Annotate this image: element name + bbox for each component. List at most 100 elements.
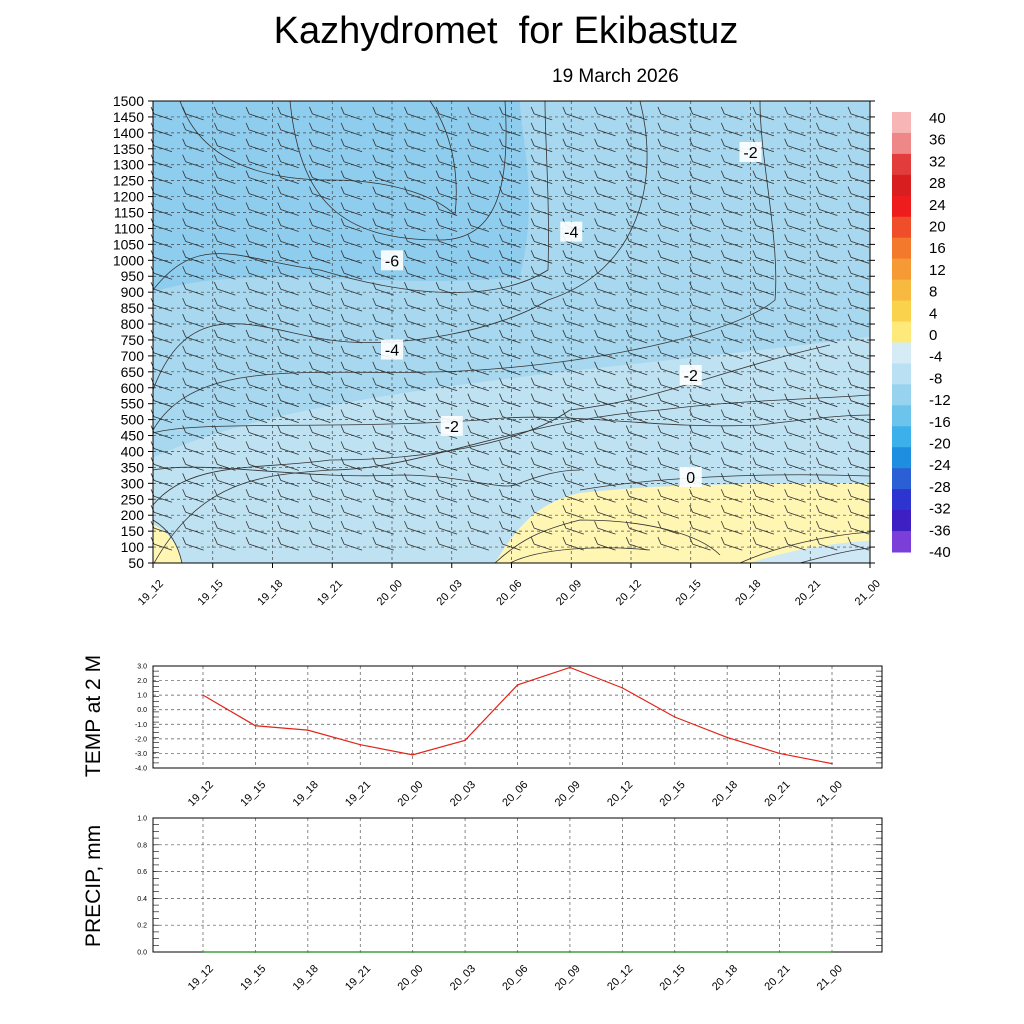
wind-barb xyxy=(530,361,553,376)
wind-barb xyxy=(467,297,489,312)
wind-barb xyxy=(657,457,680,471)
wind-barb xyxy=(594,282,616,296)
colorbar-label: -36 xyxy=(929,522,951,539)
wind-barb xyxy=(435,170,458,185)
wind-barb xyxy=(562,250,584,264)
wind-barb xyxy=(657,250,680,264)
wind-barb xyxy=(213,441,236,455)
wind-barb xyxy=(182,393,204,408)
wind-barb xyxy=(404,457,426,471)
colorbar-label: 28 xyxy=(929,175,946,192)
wind-barb xyxy=(213,377,236,392)
wind-barb xyxy=(625,441,648,455)
colorbar-label: 12 xyxy=(929,262,946,279)
wind-barb xyxy=(847,138,870,153)
wind-barb xyxy=(815,218,838,232)
wind-barb xyxy=(562,473,584,487)
wind-barb xyxy=(309,266,331,280)
wind-barb xyxy=(277,361,299,376)
wind-barb xyxy=(594,138,616,153)
wind-barb xyxy=(625,218,648,232)
wind-barb xyxy=(404,282,426,296)
x-tick-label: 19_18 xyxy=(291,779,321,809)
x-tick-label: 19_12 xyxy=(186,963,216,993)
x-tick-label: 20_15 xyxy=(658,779,688,809)
wind-barb xyxy=(467,313,489,328)
wind-barb xyxy=(847,361,870,376)
colorbar-label: -12 xyxy=(929,392,951,409)
wind-barb xyxy=(815,186,838,200)
data-point xyxy=(569,951,571,953)
wind-barb xyxy=(815,441,838,455)
wind-barb xyxy=(404,393,426,408)
wind-barb xyxy=(657,106,680,121)
wind-barb xyxy=(847,457,870,471)
wind-barb xyxy=(784,345,806,360)
wind-barb xyxy=(435,297,458,312)
wind-barb xyxy=(530,234,553,248)
wind-barb xyxy=(467,473,489,487)
wind-barb xyxy=(784,505,806,519)
wind-barb xyxy=(467,154,489,169)
wind-barb xyxy=(815,520,838,535)
wind-barb xyxy=(245,313,268,328)
wind-barb xyxy=(340,489,363,503)
colorbar-label: -20 xyxy=(929,436,951,453)
wind-barb xyxy=(213,361,236,376)
wind-barb xyxy=(309,457,331,471)
wind-barb xyxy=(594,409,616,424)
wind-barb xyxy=(594,441,616,455)
wind-barb xyxy=(720,457,743,471)
wind-barb xyxy=(530,138,553,153)
wind-barb xyxy=(752,457,775,471)
wind-barb xyxy=(467,282,489,296)
wind-barb xyxy=(562,457,584,471)
wind-barb xyxy=(562,282,584,296)
wind-barb xyxy=(625,489,648,503)
wind-barb xyxy=(309,393,331,408)
data-point xyxy=(621,687,624,689)
wind-barb xyxy=(404,377,426,392)
y-tick-label: -4.0 xyxy=(135,766,147,773)
wind-barb xyxy=(625,520,648,535)
wind-barb xyxy=(625,313,648,328)
x-tick-label: 20_18 xyxy=(710,963,740,993)
wind-barb xyxy=(752,218,775,232)
wind-barb xyxy=(467,138,489,153)
wind-barb xyxy=(594,361,616,376)
wind-barb xyxy=(435,154,458,169)
x-tick-label: 20_18 xyxy=(710,779,740,809)
wind-barb xyxy=(309,441,331,455)
wind-barb xyxy=(277,138,299,153)
wind-barb xyxy=(213,282,236,296)
wind-barb xyxy=(562,297,584,312)
colorbar-label: -40 xyxy=(929,544,951,561)
wind-barb xyxy=(435,393,458,408)
wind-barb xyxy=(309,138,331,153)
wind-barb xyxy=(815,377,838,392)
y-tick-label: 600 xyxy=(121,380,145,396)
colorbar-swatch xyxy=(892,384,911,406)
y-tick-label: 550 xyxy=(121,396,145,412)
wind-barb xyxy=(309,122,331,137)
wind-barb xyxy=(720,536,743,551)
wind-barb xyxy=(182,409,204,424)
wind-barb xyxy=(752,425,775,439)
x-tick-label: 19_12 xyxy=(136,578,166,608)
wind-barb xyxy=(499,345,521,360)
wind-barb xyxy=(213,345,236,360)
wind-barb xyxy=(847,473,870,487)
data-point xyxy=(569,666,571,669)
wind-barb xyxy=(625,297,648,312)
y-tick-label: 1200 xyxy=(113,189,144,205)
wind-barb xyxy=(784,138,806,153)
wind-barb xyxy=(562,313,584,328)
y-axis-label: TEMP at 2 M xyxy=(82,655,105,777)
wind-barb xyxy=(182,473,204,487)
y-tick-label: 300 xyxy=(121,475,145,491)
wind-barb xyxy=(467,202,489,216)
x-tick-label: 20_12 xyxy=(605,779,635,809)
wind-barb xyxy=(562,329,584,344)
wind-barb xyxy=(340,106,363,121)
